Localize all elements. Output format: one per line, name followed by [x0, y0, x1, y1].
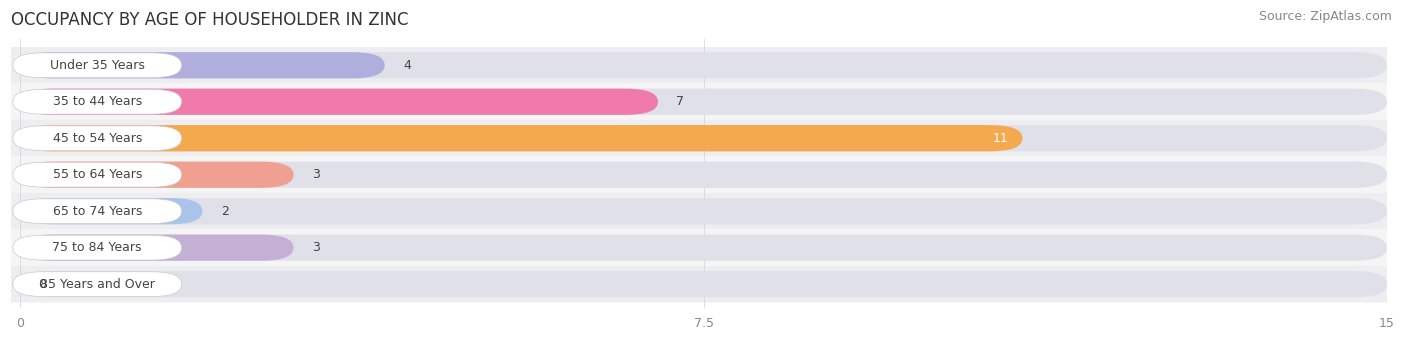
FancyBboxPatch shape — [13, 89, 181, 114]
FancyBboxPatch shape — [0, 157, 1406, 193]
FancyBboxPatch shape — [20, 89, 658, 115]
Text: 2: 2 — [221, 205, 229, 218]
FancyBboxPatch shape — [20, 162, 1386, 188]
FancyBboxPatch shape — [20, 89, 1386, 115]
FancyBboxPatch shape — [20, 271, 1386, 297]
Text: 75 to 84 Years: 75 to 84 Years — [52, 241, 142, 254]
Text: 0: 0 — [38, 278, 46, 291]
Text: 35 to 44 Years: 35 to 44 Years — [52, 95, 142, 108]
FancyBboxPatch shape — [0, 193, 1406, 229]
Text: 4: 4 — [404, 59, 411, 72]
FancyBboxPatch shape — [20, 235, 294, 261]
FancyBboxPatch shape — [20, 52, 1386, 78]
Text: 3: 3 — [312, 168, 319, 181]
Text: Source: ZipAtlas.com: Source: ZipAtlas.com — [1258, 10, 1392, 23]
FancyBboxPatch shape — [20, 52, 385, 78]
FancyBboxPatch shape — [0, 84, 1406, 120]
FancyBboxPatch shape — [0, 229, 1406, 266]
FancyBboxPatch shape — [20, 125, 1386, 151]
FancyBboxPatch shape — [20, 125, 1022, 151]
FancyBboxPatch shape — [0, 120, 1406, 157]
FancyBboxPatch shape — [13, 126, 181, 151]
Text: 11: 11 — [993, 132, 1010, 145]
FancyBboxPatch shape — [0, 47, 1406, 84]
FancyBboxPatch shape — [13, 272, 181, 297]
FancyBboxPatch shape — [13, 162, 181, 187]
FancyBboxPatch shape — [13, 235, 181, 260]
Text: OCCUPANCY BY AGE OF HOUSEHOLDER IN ZINC: OCCUPANCY BY AGE OF HOUSEHOLDER IN ZINC — [11, 11, 409, 29]
Text: 7: 7 — [676, 95, 685, 108]
Text: Under 35 Years: Under 35 Years — [49, 59, 145, 72]
FancyBboxPatch shape — [20, 198, 1386, 224]
FancyBboxPatch shape — [20, 198, 202, 224]
FancyBboxPatch shape — [0, 266, 1406, 302]
FancyBboxPatch shape — [13, 53, 181, 78]
FancyBboxPatch shape — [20, 235, 1386, 261]
FancyBboxPatch shape — [20, 162, 294, 188]
Text: 3: 3 — [312, 241, 319, 254]
Text: 55 to 64 Years: 55 to 64 Years — [52, 168, 142, 181]
Text: 85 Years and Over: 85 Years and Over — [39, 278, 155, 291]
FancyBboxPatch shape — [13, 199, 181, 224]
Text: 45 to 54 Years: 45 to 54 Years — [52, 132, 142, 145]
Text: 65 to 74 Years: 65 to 74 Years — [52, 205, 142, 218]
